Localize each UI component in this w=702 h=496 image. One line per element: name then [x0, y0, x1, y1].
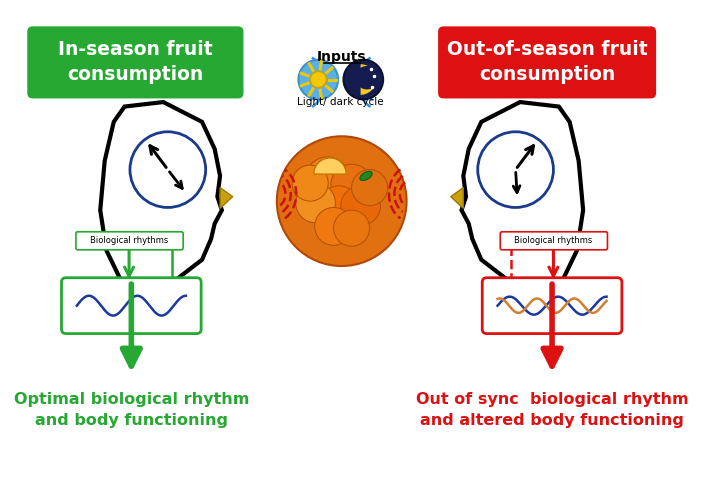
- Text: Out-of-season fruit
consumption: Out-of-season fruit consumption: [446, 40, 647, 84]
- Circle shape: [319, 186, 359, 226]
- Circle shape: [331, 164, 372, 206]
- FancyBboxPatch shape: [482, 278, 622, 334]
- Wedge shape: [361, 64, 376, 95]
- Text: Biological rhythms: Biological rhythms: [515, 236, 592, 246]
- Circle shape: [305, 157, 349, 200]
- Ellipse shape: [360, 171, 372, 181]
- Circle shape: [314, 207, 352, 246]
- Circle shape: [352, 170, 388, 206]
- Circle shape: [310, 71, 326, 88]
- Wedge shape: [314, 158, 346, 174]
- Circle shape: [343, 60, 383, 99]
- Circle shape: [333, 210, 370, 246]
- Circle shape: [340, 186, 380, 226]
- FancyBboxPatch shape: [501, 232, 607, 250]
- Circle shape: [478, 132, 553, 207]
- Text: Out of sync  biological rhythm
and altered body functioning: Out of sync biological rhythm and altere…: [416, 392, 689, 428]
- Circle shape: [277, 136, 406, 266]
- FancyBboxPatch shape: [76, 232, 183, 250]
- Text: Biological rhythms: Biological rhythms: [90, 236, 168, 246]
- FancyBboxPatch shape: [27, 26, 244, 98]
- Text: Light/ dark cycle: Light/ dark cycle: [298, 97, 384, 107]
- Text: In-season fruit
consumption: In-season fruit consumption: [58, 40, 213, 84]
- Polygon shape: [461, 102, 583, 308]
- Ellipse shape: [129, 141, 215, 211]
- Circle shape: [296, 183, 336, 223]
- Circle shape: [298, 60, 338, 99]
- Polygon shape: [451, 187, 463, 208]
- Text: Optimal biological rhythm
and body functioning: Optimal biological rhythm and body funct…: [13, 392, 249, 428]
- Circle shape: [292, 165, 328, 201]
- Polygon shape: [220, 187, 232, 208]
- Circle shape: [355, 66, 378, 89]
- Text: Inputs: Inputs: [317, 50, 366, 64]
- Circle shape: [130, 132, 206, 207]
- FancyBboxPatch shape: [438, 26, 656, 98]
- Polygon shape: [100, 102, 222, 308]
- FancyBboxPatch shape: [62, 278, 201, 334]
- Ellipse shape: [468, 141, 554, 211]
